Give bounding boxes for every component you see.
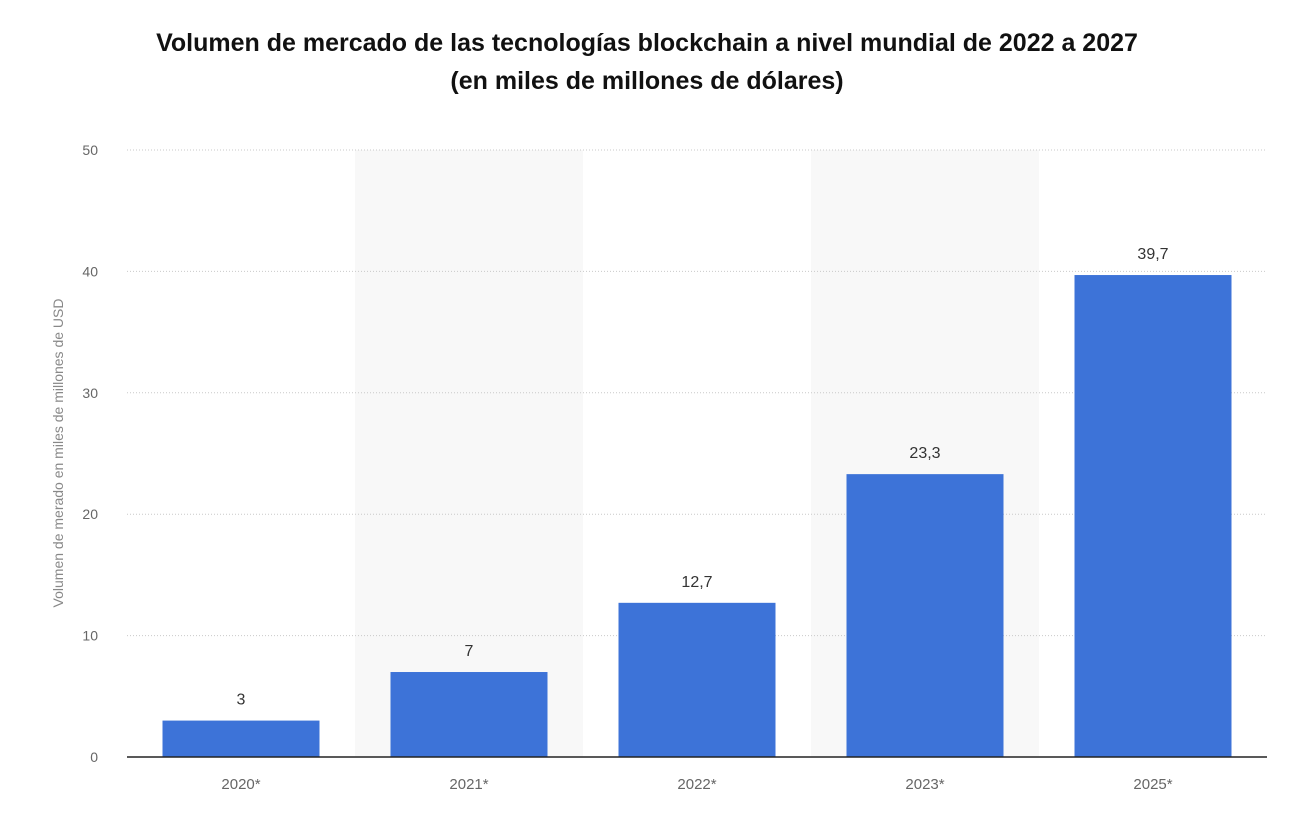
y-axis-title: Volumen de merado en miles de millones d…: [50, 299, 66, 608]
bar: [1074, 275, 1232, 757]
y-tick-label: 10: [82, 628, 98, 644]
bar-value-label: 12,7: [681, 574, 712, 591]
bar-value-label: 3: [237, 692, 246, 709]
bar-value-label: 7: [465, 643, 474, 660]
chart-title: Volumen de mercado de las tecnologías bl…: [0, 24, 1294, 100]
x-tick-label: 2025*: [1133, 776, 1172, 793]
bar: [162, 720, 320, 757]
y-tick-label: 40: [82, 263, 98, 279]
x-tick-label: 2023*: [905, 776, 944, 793]
bar: [390, 672, 548, 757]
x-tick-label: 2020*: [221, 776, 260, 793]
y-tick-label: 20: [82, 506, 98, 522]
x-tick-label: 2021*: [449, 776, 488, 793]
bar-value-label: 23,3: [909, 445, 940, 462]
bar-value-label: 39,7: [1137, 246, 1168, 263]
value-labels: 3 7 12,7 23,3 39,7: [237, 246, 1169, 709]
y-tick-label: 30: [82, 385, 98, 401]
chart-title-line-1: Volumen de mercado de las tecnologías bl…: [156, 29, 1138, 57]
y-tick-label: 50: [82, 142, 98, 158]
bar: [618, 602, 776, 757]
column-band: [355, 150, 583, 757]
x-axis: 2020* 2021* 2022* 2023* 2025*: [127, 756, 1267, 793]
chart-title-line-2: (en miles de millones de dólares): [450, 67, 844, 95]
bar: [846, 474, 1004, 757]
bars: [162, 275, 1232, 757]
y-tick-label: 0: [90, 749, 98, 765]
y-axis: 0 10 20 30 40 50: [82, 142, 98, 765]
x-tick-label: 2022*: [677, 776, 716, 793]
